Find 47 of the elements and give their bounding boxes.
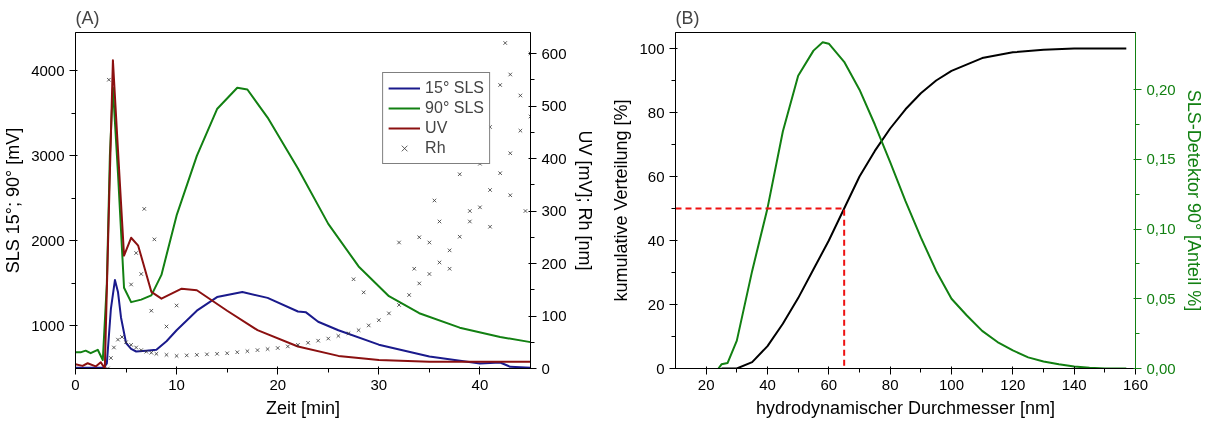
x-tick-label: 40 (759, 375, 776, 393)
y-tick-label: 100 (639, 39, 665, 57)
x-tick-label: 20 (697, 375, 715, 393)
y2-tick-label: 0,10 (1146, 220, 1176, 238)
y2-axis-title: SLS-Detektor 90° [Anteil %] (1183, 89, 1204, 312)
y-tick-label: 60 (647, 167, 665, 185)
x-tick-label: 120 (1000, 375, 1026, 393)
x-tick-label: 30 (370, 375, 388, 393)
legend-label: 90° SLS (425, 99, 484, 117)
x-tick-label: 140 (1061, 375, 1087, 393)
y-tick-label: 80 (647, 103, 665, 121)
legend-label: UV (425, 119, 448, 137)
x-tick-label: 20 (269, 375, 287, 393)
y-axis-title: kumulative Verteilung [%] (611, 99, 632, 302)
x-tick-label: 10 (168, 375, 185, 393)
y-tick-label: 2000 (31, 231, 65, 249)
y2-tick-label: 200 (541, 254, 567, 272)
legend-label: 15° SLS (425, 79, 484, 97)
y2-tick-label: 0,20 (1146, 80, 1176, 98)
x-axis-title: Zeit [min] (265, 397, 341, 418)
x-tick-label: 0 (71, 375, 80, 393)
y2-tick-label: 400 (541, 149, 567, 167)
y2-tick-label: 600 (541, 44, 567, 62)
y2-tick-label: 0 (541, 359, 550, 377)
chart-title: (A) (75, 7, 100, 28)
x-tick-label: 80 (881, 375, 899, 393)
x-tick-label: 100 (938, 375, 965, 393)
y-tick-label: 3000 (31, 146, 65, 164)
y2-tick-label: 0,15 (1146, 150, 1176, 168)
legend-label: Rh (425, 139, 446, 157)
y2-tick-label: 0,00 (1146, 359, 1176, 377)
y-tick-label: 4000 (31, 61, 65, 79)
y-tick-label: 0 (656, 359, 665, 377)
y-tick-label: 1000 (31, 316, 65, 334)
y2-tick-label: 300 (541, 202, 567, 219)
y2-tick-label: 0,05 (1146, 289, 1176, 307)
x-tick-label: 40 (471, 375, 489, 393)
x-tick-label: 60 (820, 375, 838, 393)
y-tick-label: 40 (647, 231, 665, 249)
y2-tick-label: 100 (541, 307, 567, 324)
y2-axis-title: UV [mV]; Rh [nm] (574, 130, 595, 271)
y-tick-label: 20 (647, 295, 665, 313)
chart-title: (B) (675, 7, 700, 28)
y2-tick-label: 500 (541, 97, 567, 114)
x-axis-title: hydrodynamischer Durchmesser [nm] (755, 397, 1056, 418)
y-axis-title: SLS 15°; 90° [mV] (3, 127, 24, 274)
x-tick-label: 160 (1122, 375, 1149, 393)
